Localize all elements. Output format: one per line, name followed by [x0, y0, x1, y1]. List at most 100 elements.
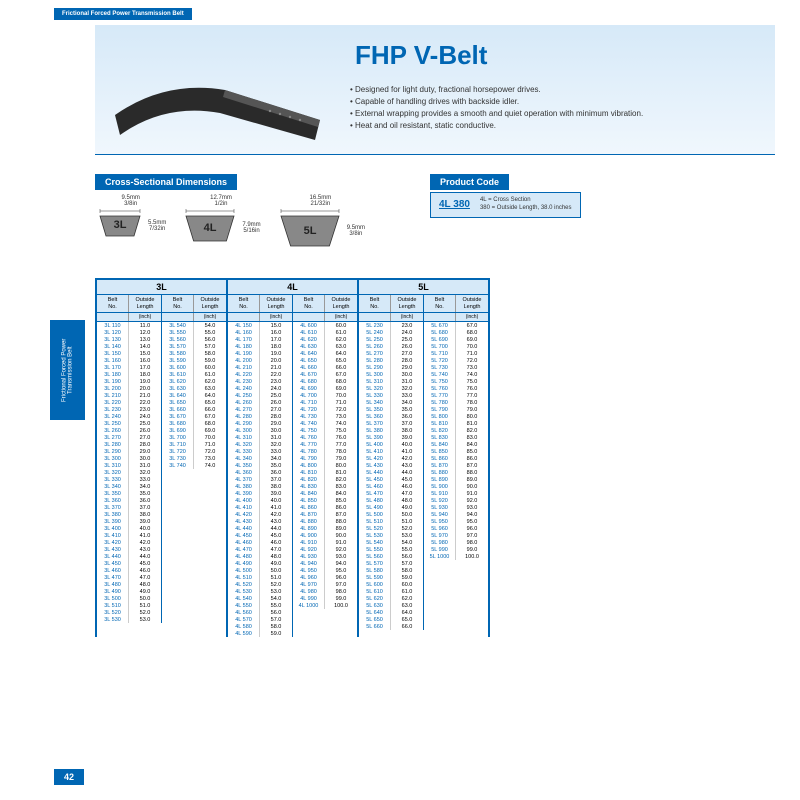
table-row: 4L 86086.0 — [293, 504, 357, 511]
table-row: 3L 43043.0 — [97, 546, 161, 553]
table-row: 4L 72072.0 — [293, 406, 357, 413]
column-pair: BeltNo.OutsideLength(inch)5L 23023.05L 2… — [359, 295, 424, 630]
table-row: 5L 55055.0 — [359, 546, 423, 553]
table-row: 5L 65065.0 — [359, 616, 423, 623]
table-row: 3L 12012.0 — [97, 329, 161, 336]
table-row: 5L 52052.0 — [359, 525, 423, 532]
table-row: 4L 16016.0 — [228, 329, 292, 336]
table-row: 3L 49049.0 — [97, 588, 161, 595]
table-row: 4L 67067.0 — [293, 371, 357, 378]
table-row: 4L 55055.0 — [228, 602, 292, 609]
table-row: 5L 58058.0 — [359, 567, 423, 574]
table-row: 3L 69069.0 — [162, 427, 226, 434]
table-row: 4L 17017.0 — [228, 336, 292, 343]
table-row: 3L 34034.0 — [97, 483, 161, 490]
table-row: 5L 44044.0 — [359, 469, 423, 476]
table-row: 5L 93093.0 — [424, 504, 488, 511]
table-row: 5L 77077.0 — [424, 392, 488, 399]
table-row: 5L 79079.0 — [424, 406, 488, 413]
table-row: 3L 33033.0 — [97, 476, 161, 483]
svg-text:3L: 3L — [114, 219, 127, 231]
table-row: 3L 54054.0 — [162, 322, 226, 329]
table-row: 4L 71071.0 — [293, 399, 357, 406]
belt-shape-5L: 16.5mm21/32in 5L 9.5mm3/8in — [276, 195, 365, 253]
feature-bullets: Designed for light duty, fractional hors… — [350, 85, 765, 133]
table-row: 5L 28028.0 — [359, 357, 423, 364]
cross-section-heading: Cross-Sectional Dimensions — [95, 172, 237, 190]
table-row: 4L 75075.0 — [293, 427, 357, 434]
table-row: 4L 65065.0 — [293, 357, 357, 364]
table-row: 5L 88088.0 — [424, 469, 488, 476]
table-row: 3L 23023.0 — [97, 406, 161, 413]
table-row: 3L 42042.0 — [97, 539, 161, 546]
table-row: 4L 41041.0 — [228, 504, 292, 511]
table-row: 4L 78078.0 — [293, 448, 357, 455]
table-row: 5L 57057.0 — [359, 560, 423, 567]
table-row: 5L 73073.0 — [424, 364, 488, 371]
table-row: 3L 71071.0 — [162, 441, 226, 448]
table-row: 3L 73073.0 — [162, 455, 226, 462]
table-row: 5L 82082.0 — [424, 427, 488, 434]
table-row: 4L 79079.0 — [293, 455, 357, 462]
table-row: 4L 1000100.0 — [293, 602, 357, 609]
table-row: 3L 60060.0 — [162, 364, 226, 371]
table-row: 3L 14014.0 — [97, 343, 161, 350]
table-row: 5L 72072.0 — [424, 357, 488, 364]
table-row: 5L 62062.0 — [359, 595, 423, 602]
table-row: 4L 77077.0 — [293, 441, 357, 448]
table-row: 4L 85085.0 — [293, 497, 357, 504]
column-pair: BeltNo.OutsideLength(inch)4L 15015.04L 1… — [228, 295, 293, 637]
table-row: 4L 88088.0 — [293, 518, 357, 525]
table-row: 3L 66066.0 — [162, 406, 226, 413]
table-row: 4L 56056.0 — [228, 609, 292, 616]
table-row: 3L 25025.0 — [97, 420, 161, 427]
table-row: 5L 26026.0 — [359, 343, 423, 350]
table-row: 5L 96096.0 — [424, 525, 488, 532]
group-header: 5L — [359, 278, 488, 295]
table-row: 5L 67067.0 — [424, 322, 488, 329]
table-row: 5L 36036.0 — [359, 413, 423, 420]
table-row: 5L 95095.0 — [424, 518, 488, 525]
table-group-4L: 4LBeltNo.OutsideLength(inch)4L 15015.04L… — [228, 278, 359, 637]
table-row: 3L 53053.0 — [97, 616, 161, 623]
table-row: 4L 68068.0 — [293, 378, 357, 385]
table-row: 5L 66066.0 — [359, 623, 423, 630]
table-row: 3L 38038.0 — [97, 511, 161, 518]
table-row: 4L 96096.0 — [293, 574, 357, 581]
table-row: 3L 46046.0 — [97, 567, 161, 574]
table-row: 4L 62062.0 — [293, 336, 357, 343]
svg-text:4L: 4L — [204, 222, 217, 234]
table-row: 5L 94094.0 — [424, 511, 488, 518]
table-row: 3L 19019.0 — [97, 378, 161, 385]
table-row: 5L 83083.0 — [424, 434, 488, 441]
table-row: 3L 21021.0 — [97, 392, 161, 399]
table-row: 3L 29029.0 — [97, 448, 161, 455]
table-row: 4L 52052.0 — [228, 581, 292, 588]
table-row: 5L 45045.0 — [359, 476, 423, 483]
table-row: 4L 24024.0 — [228, 385, 292, 392]
table-row: 3L 48048.0 — [97, 581, 161, 588]
table-row: 5L 70070.0 — [424, 343, 488, 350]
table-row: 3L 56056.0 — [162, 336, 226, 343]
table-row: 4L 46046.0 — [228, 539, 292, 546]
table-row: 5L 69069.0 — [424, 336, 488, 343]
table-row: 5L 75075.0 — [424, 378, 488, 385]
table-row: 5L 60060.0 — [359, 581, 423, 588]
table-row: 4L 54054.0 — [228, 595, 292, 602]
table-row: 4L 82082.0 — [293, 476, 357, 483]
table-row: 3L 16016.0 — [97, 357, 161, 364]
top-category-tab: Frictional Forced Power Transmission Bel… — [54, 8, 192, 20]
table-row: 5L 51051.0 — [359, 518, 423, 525]
table-row: 4L 31031.0 — [228, 434, 292, 441]
table-row: 4L 38038.0 — [228, 483, 292, 490]
table-row: 3L 70070.0 — [162, 434, 226, 441]
table-row: 5L 92092.0 — [424, 497, 488, 504]
table-row: 5L 49049.0 — [359, 504, 423, 511]
table-row: 4L 90090.0 — [293, 532, 357, 539]
table-row: 4L 35035.0 — [228, 462, 292, 469]
group-header: 4L — [228, 278, 357, 295]
table-row: 4L 32032.0 — [228, 441, 292, 448]
table-row: 4L 22022.0 — [228, 371, 292, 378]
table-row: 5L 34034.0 — [359, 399, 423, 406]
table-row: 5L 27027.0 — [359, 350, 423, 357]
